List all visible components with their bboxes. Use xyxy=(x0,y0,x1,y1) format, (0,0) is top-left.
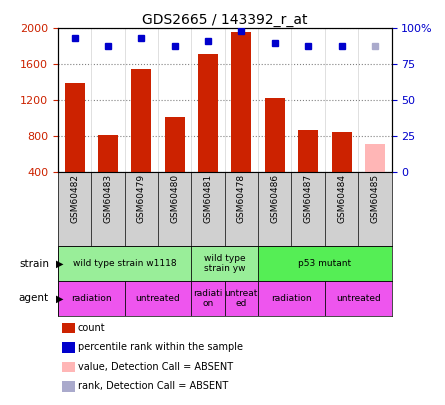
Bar xyxy=(65,83,85,172)
Bar xyxy=(258,281,325,316)
Text: GSM60482: GSM60482 xyxy=(70,174,79,223)
Text: GSM60483: GSM60483 xyxy=(103,174,113,224)
Text: radiation: radiation xyxy=(271,294,312,303)
Text: wild type
strain yw: wild type strain yw xyxy=(204,254,246,273)
Text: GSM60479: GSM60479 xyxy=(137,174,146,224)
Text: GSM60486: GSM60486 xyxy=(270,174,279,224)
Bar xyxy=(225,281,258,316)
Text: wild type strain w1118: wild type strain w1118 xyxy=(73,259,176,268)
Bar xyxy=(325,281,392,316)
Text: ▶: ▶ xyxy=(56,258,63,269)
Text: ▶: ▶ xyxy=(56,294,63,303)
Title: GDS2665 / 143392_r_at: GDS2665 / 143392_r_at xyxy=(142,13,307,27)
Text: GSM60484: GSM60484 xyxy=(337,174,346,223)
Bar xyxy=(98,135,118,172)
Text: radiati
on: radiati on xyxy=(193,289,223,308)
Text: value, Detection Call = ABSENT: value, Detection Call = ABSENT xyxy=(78,362,233,372)
Text: GSM60485: GSM60485 xyxy=(370,174,380,224)
Text: strain: strain xyxy=(19,258,49,269)
Text: count: count xyxy=(78,323,105,333)
Text: GSM60487: GSM60487 xyxy=(303,174,313,224)
Bar xyxy=(298,130,318,172)
Bar xyxy=(198,53,218,172)
Bar xyxy=(191,281,225,316)
Text: GSM60481: GSM60481 xyxy=(203,174,213,224)
Text: GSM60480: GSM60480 xyxy=(170,174,179,224)
Bar xyxy=(265,98,285,172)
Bar xyxy=(58,281,125,316)
Text: untreated: untreated xyxy=(336,294,380,303)
Bar xyxy=(125,281,191,316)
Bar xyxy=(332,132,352,172)
Bar xyxy=(365,144,385,172)
Bar xyxy=(58,246,191,281)
Text: percentile rank within the sample: percentile rank within the sample xyxy=(78,343,243,352)
Bar xyxy=(258,246,392,281)
Text: untreat
ed: untreat ed xyxy=(225,289,258,308)
Text: GSM60478: GSM60478 xyxy=(237,174,246,224)
Text: agent: agent xyxy=(19,294,49,303)
Text: p53 mutant: p53 mutant xyxy=(298,259,352,268)
Bar xyxy=(231,32,251,172)
Text: rank, Detection Call = ABSENT: rank, Detection Call = ABSENT xyxy=(78,382,228,391)
Bar xyxy=(131,69,151,172)
Text: radiation: radiation xyxy=(71,294,112,303)
Bar xyxy=(191,246,258,281)
Text: untreated: untreated xyxy=(136,294,180,303)
Bar xyxy=(165,117,185,172)
